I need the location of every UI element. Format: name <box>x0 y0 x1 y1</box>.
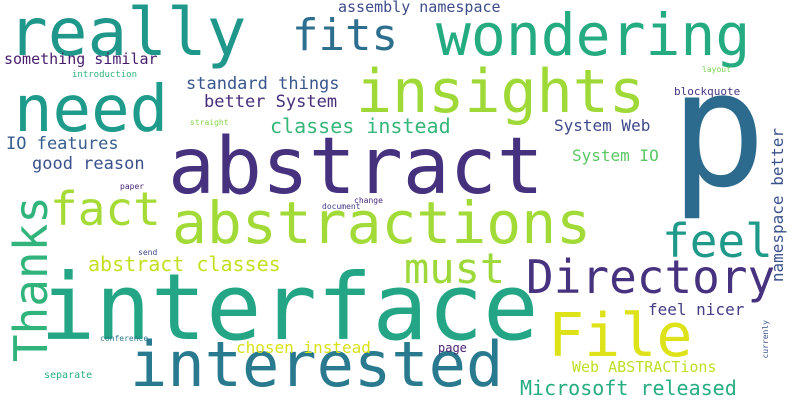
word-abstract: abstract <box>168 122 544 212</box>
word-namespace-better: namespace better <box>768 128 787 283</box>
word-good-reason: good reason <box>32 154 145 174</box>
word-IO-features: IO features <box>6 134 119 154</box>
word-assembly-namespace: assembly namespace <box>338 0 501 16</box>
word-wondering: wondering <box>436 1 751 69</box>
word-document: document <box>322 202 361 211</box>
word-Directory: Directory <box>526 250 776 304</box>
word-conference: conference <box>100 334 149 343</box>
word-separate: separate <box>44 370 93 381</box>
word-straight: straight <box>190 118 229 127</box>
word-something-similar: something similar <box>4 50 158 68</box>
word-interested: interested <box>130 328 504 400</box>
word-need: need <box>14 73 169 147</box>
word-File: File <box>548 301 693 371</box>
word-fact: fact <box>50 182 161 236</box>
word-paper: paper <box>120 182 145 191</box>
word-better-System: better System <box>204 92 338 112</box>
word-System-Web: System Web <box>554 116 651 135</box>
word-Thanks: Thanks <box>4 196 58 363</box>
word-abstract-classes: abstract classes <box>88 252 281 276</box>
word-really: really <box>8 0 247 71</box>
word-change: change <box>354 196 383 205</box>
word-System-IO: System IO <box>572 146 659 165</box>
word-layout: layout <box>702 65 731 74</box>
word-fits: fits <box>292 10 398 61</box>
word-standard-things: standard things <box>186 74 340 94</box>
word-abstractions: abstractions <box>172 189 592 257</box>
word-currenly: currenly <box>761 320 770 359</box>
word-must: must <box>404 244 506 293</box>
word-page: page <box>438 341 467 355</box>
word-Microsoft-released: Microsoft released <box>520 376 737 400</box>
word-feel-nicer: feel nicer <box>648 300 745 319</box>
word-insights: insights <box>356 57 645 127</box>
word-chosen-instead: chosen instead <box>236 338 371 357</box>
word-send: send <box>138 248 158 257</box>
word-Web-ABSTRACTions: Web ABSTRACTions <box>572 358 717 376</box>
word-introduction: introduction <box>72 70 138 80</box>
word-interface: interface <box>40 254 539 361</box>
word-p: p <box>670 36 767 223</box>
word-classes-instead: classes instead <box>270 114 451 138</box>
word-blockquote: blockquote <box>674 85 741 98</box>
word-feel: feel <box>662 214 773 268</box>
